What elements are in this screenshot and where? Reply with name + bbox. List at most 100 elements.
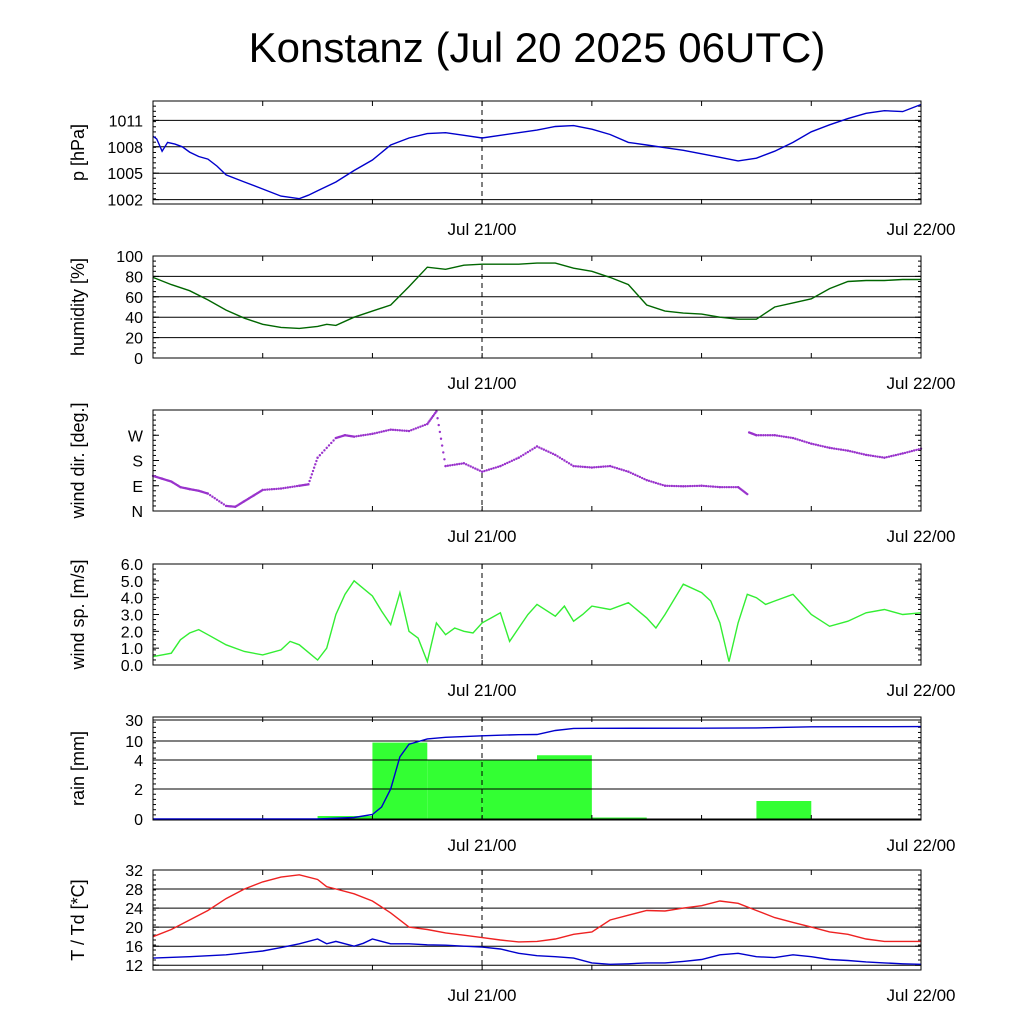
series-line-1	[153, 725, 922, 820]
rain-bar	[537, 755, 592, 820]
wind-dir-point	[311, 469, 315, 473]
wind-dir-point	[615, 467, 619, 470]
wind-dir-point	[362, 434, 365, 437]
wind-dir-point	[462, 462, 466, 465]
wind-dir-point	[206, 492, 210, 495]
wind-dir-point	[309, 476, 312, 479]
wind-dir-point	[396, 428, 399, 432]
wind-dir-point	[880, 456, 884, 459]
y-tick-label: 0.0	[121, 658, 143, 675]
wind-dir-point	[704, 484, 708, 488]
wind-dir-point	[659, 483, 662, 486]
wind-dir-point	[720, 485, 724, 489]
wind-dir-point	[503, 462, 507, 466]
wind-dir-point	[812, 442, 815, 446]
wind-dir-point	[423, 423, 427, 427]
y-tick-label: 30	[125, 713, 143, 730]
wind-dir-point	[538, 446, 541, 449]
wind-dir-point	[522, 453, 525, 457]
wind-dir-point	[670, 484, 674, 488]
wind-dir-point	[510, 459, 514, 463]
wind-dir-point	[508, 460, 511, 464]
wind-dir-point	[634, 473, 637, 477]
wind-dir-point	[394, 428, 397, 432]
wind-dir-point	[725, 485, 728, 489]
y-tick-label: 40	[125, 310, 143, 327]
rain-bar	[482, 760, 537, 820]
plot-frame	[152, 869, 922, 971]
wind-dir-point	[606, 465, 610, 468]
wind-dir-point	[421, 424, 424, 427]
wind-dir-point	[442, 451, 445, 454]
wind-dir-point	[443, 458, 446, 461]
y-axis-label: p [hPa]	[68, 124, 88, 181]
wind-dir-point	[807, 441, 811, 445]
wind-dir-point	[864, 453, 868, 457]
wind-dir-point	[307, 483, 310, 486]
wind-dir-point	[691, 484, 694, 488]
wind-dir-point	[455, 463, 459, 466]
wind-dir-point	[277, 487, 280, 490]
y-tick-label: 16	[125, 939, 143, 956]
wind-dir-point	[862, 453, 866, 456]
y-tick-label: 20	[125, 331, 143, 348]
wind-dir-point	[400, 429, 404, 432]
y-tick-label: 1008	[107, 140, 143, 157]
wind-dir-point	[357, 434, 360, 438]
wind-dir-point	[405, 429, 408, 433]
wind-dir-point	[791, 436, 795, 440]
wind-dir-point	[398, 429, 402, 432]
wind-dir-point	[471, 466, 475, 469]
wind-dir-point	[874, 455, 877, 458]
wind-dir-point	[373, 432, 376, 435]
wind-dir-point	[542, 448, 546, 451]
wind-dir-point	[869, 454, 872, 457]
wind-dir-point	[858, 452, 861, 455]
wind-dir-point	[492, 467, 495, 470]
y-tick-label: 0	[134, 351, 143, 368]
wind-dir-point	[268, 488, 271, 491]
wind-dir-point	[789, 436, 792, 439]
wind-dir-point	[583, 465, 587, 469]
wind-dir-point	[279, 487, 283, 490]
plot-frame	[152, 563, 922, 666]
panel-1: 1002 1005 1008 1011 Jul 21/00 Jul 22/00 p [hPa…	[68, 100, 956, 239]
wind-dir-point	[810, 442, 813, 445]
wind-dir-point	[892, 454, 895, 457]
wind-dir-point	[604, 465, 607, 468]
wind-dir-point	[391, 428, 395, 432]
wind-dir-point	[515, 457, 518, 460]
x-tick-label: Jul 21/00	[448, 220, 517, 239]
wind-dir-point	[316, 456, 319, 459]
wind-dir-point	[830, 447, 834, 450]
wind-dir-point	[638, 475, 642, 479]
wind-dir-point	[622, 469, 626, 472]
wind-dir-point	[565, 460, 568, 464]
series-line-1	[152, 103, 922, 200]
y-tick-label: 2	[134, 782, 143, 799]
wind-dir-point	[446, 464, 450, 467]
wind-dir-point	[576, 465, 580, 468]
wind-dir-point	[677, 484, 680, 488]
wind-dir-point	[499, 464, 502, 468]
wind-dir-point	[629, 471, 632, 474]
wind-dir-point	[775, 434, 779, 437]
wind-dir-point	[780, 435, 783, 438]
wind-dir-point	[496, 465, 500, 469]
wind-dir-point	[464, 463, 468, 466]
y-tick-label: 4.0	[121, 591, 143, 608]
wind-dir-point	[768, 434, 772, 437]
wind-dir-point	[208, 493, 212, 497]
wind-dir-point	[312, 466, 316, 469]
wind-dir-point	[588, 466, 591, 469]
wind-dir-point	[436, 417, 439, 420]
x-tick-label: Jul 22/00	[887, 986, 956, 1005]
y-tick-label: 60	[125, 290, 143, 307]
wind-dir-point	[714, 485, 717, 489]
y-tick-label: 32	[125, 863, 143, 880]
x-tick-label: Jul 21/00	[448, 527, 517, 546]
wind-dir-point	[803, 440, 806, 443]
x-tick-label: Jul 22/00	[887, 527, 956, 546]
wind-dir-point	[551, 452, 555, 456]
